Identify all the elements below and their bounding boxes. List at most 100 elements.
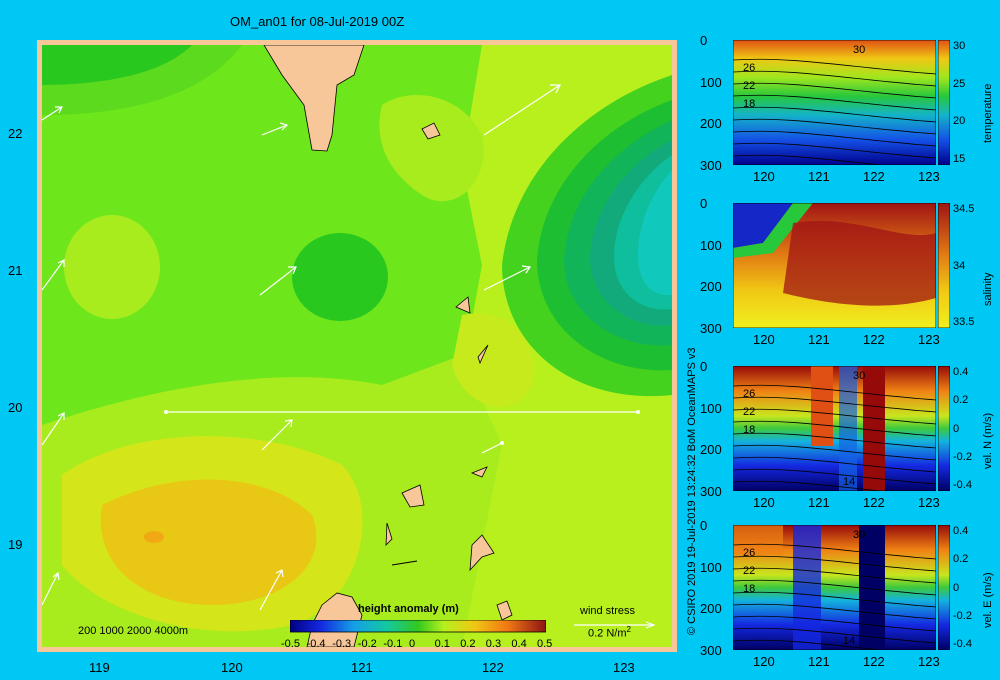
section-panel-3-plot [733,366,936,491]
panel-colorbar-label: vel. E (m/s) [982,571,994,628]
panel-colorbar-tick: 0.2 [953,394,969,407]
map-xtick: 121 [351,660,373,675]
colorbar-tick: 0.5 [537,638,553,650]
panel-colorbar-label: vel. N (m/s) [982,412,994,469]
colorbar-tick: -0.3 [332,638,352,650]
panel-colorbar-tick: -0.4 [953,479,972,491]
contour-label: 18 [743,583,756,595]
colorbar-tick: 0.1 [434,638,450,650]
panel-ytick: 0 [700,196,708,211]
panel-xtick: 121 [808,169,830,184]
panel-xtick: 122 [863,495,885,510]
map-ytick: 20 [8,400,23,415]
panel-xtick: 120 [753,654,775,669]
panel-ytick: 0 [700,359,708,374]
panel-xtick: 123 [918,169,940,184]
colorbar-tick: 0.3 [485,638,502,650]
panel-ytick: 0 [700,518,708,533]
panel-colorbar-tick: 0.2 [953,553,969,566]
contour-label: 26 [743,547,756,559]
contour-label: 30 [853,370,866,382]
contour-label: 14 [843,476,856,488]
contour-label: 26 [743,62,756,74]
contour-label: 22 [743,406,756,418]
panel-xtick: 120 [753,332,775,347]
section-panel-4-plot [733,525,936,650]
panel-xtick: 120 [753,169,775,184]
map-xtick: 119 [89,660,110,675]
colorbar-tick: 0.2 [460,638,476,650]
map-ytick: 21 [8,263,23,278]
panel-colorbar [938,203,950,328]
contour-label: 30 [853,44,866,56]
panel-ytick: 100 [700,400,722,416]
map-frame [37,40,677,652]
contour-label: 30 [853,529,866,541]
panel-colorbar-tick: 33.5 [953,316,975,328]
colorbar-tick: -0.4 [306,638,326,650]
panel-ytick: 200 [700,116,722,132]
contour-label: 14 [843,635,856,647]
panel-xtick: 121 [808,654,830,669]
panel-xtick: 122 [863,169,885,184]
map-xtick: 120 [221,660,243,675]
panel-ytick: 100 [700,237,722,253]
panel-ytick: 100 [700,559,722,575]
panel-colorbar-tick: 0.4 [953,366,969,378]
panel-ytick: 200 [700,442,722,458]
panel-xtick: 120 [753,495,775,510]
panel-colorbar [938,366,950,491]
section-panel-1-plot [733,40,936,165]
wind-stress-label: wind stress [580,605,636,617]
panel-ytick: 300 [700,643,722,658]
panel-colorbar-label: salinity [982,271,994,306]
colorbar-tick: 0.4 [511,638,527,650]
panel-colorbar [938,40,950,165]
panel-xtick: 123 [918,495,940,510]
panel-ytick: 300 [700,321,722,336]
panel-ytick: 0 [700,33,708,48]
contour-label: 22 [743,80,756,92]
panel-colorbar-tick: 15 [953,153,966,165]
panel-ytick: 200 [700,279,722,295]
credit-text: © CSIRO 2019 19-Jul-2019 13:24:32 BoM Oc… [686,347,698,635]
map-xtick: 122 [482,660,504,675]
panel-colorbar [938,525,950,650]
height-anomaly-colorbar [290,620,546,633]
colorbar-title: height anomaly (m) [358,603,459,615]
panel-xtick: 122 [863,654,885,669]
panel-colorbar-tick: 34.5 [953,203,975,215]
map-ytick: 22 [8,126,23,141]
colorbar-tick: -0.5 [281,638,300,650]
panel-colorbar-tick: 20 [953,115,966,128]
wind-stress-scale: 0.2 N/m2 [588,625,631,640]
map-xtick: 123 [613,660,635,675]
panel-xtick: 121 [808,332,830,347]
panel-colorbar-label: temperature [982,83,994,143]
section-panel-2-plot [733,203,936,328]
panel-colorbar-tick: 0.4 [953,525,969,537]
panel-ytick: 100 [700,74,722,90]
panel-colorbar-tick: 0 [953,422,960,435]
panel-colorbar-tick: -0.4 [953,638,972,650]
panel-colorbar-tick: 30 [953,40,966,52]
panel-colorbar-tick: 34 [953,259,966,272]
contour-label: 22 [743,565,756,577]
panel-colorbar-tick: -0.2 [953,609,972,622]
colorbar-tick: -0.2 [357,638,377,650]
panel-ytick: 200 [700,601,722,617]
panel-colorbar-tick: 25 [953,77,966,90]
panel-colorbar-tick: 0 [953,581,960,594]
map-ytick: 19 [8,537,23,552]
height-anomaly-map [42,45,672,647]
panel-xtick: 123 [918,654,940,669]
panel-xtick: 123 [918,332,940,347]
panel-ytick: 300 [700,484,722,499]
panel-colorbar-tick: -0.2 [953,450,972,463]
map-plot-area [42,45,672,647]
contour-label: 26 [743,388,756,400]
wind-scale-sup: 2 [626,625,631,634]
contour-label: 18 [743,424,756,436]
wind-scale-value: 0.2 N/m [588,627,627,640]
depth-legend: 200 1000 2000 4000m [78,625,189,637]
